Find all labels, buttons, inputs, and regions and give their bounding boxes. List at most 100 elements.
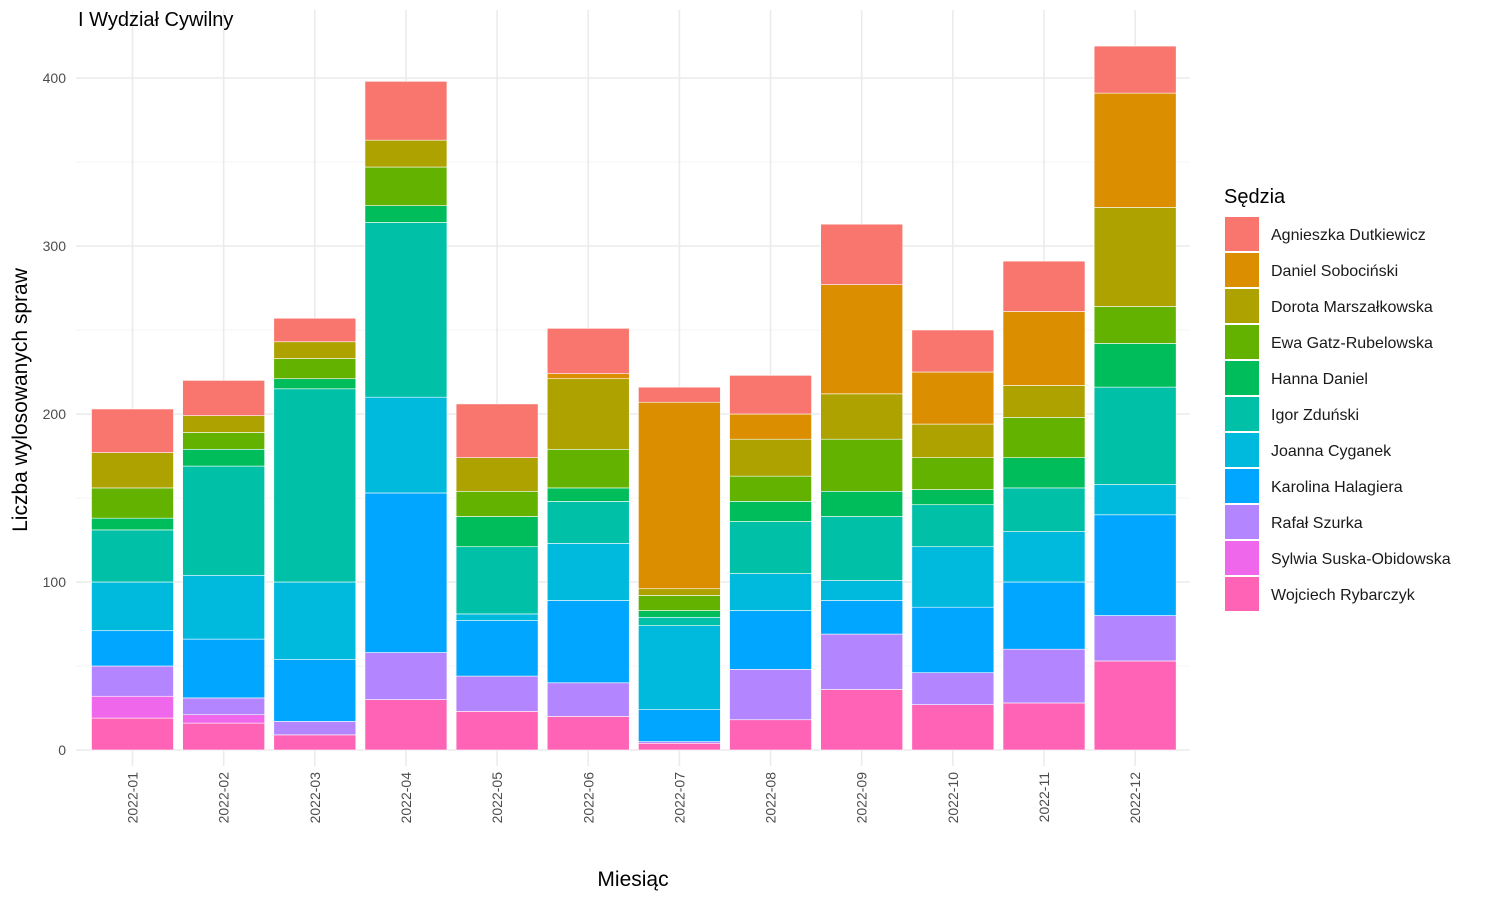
legend-swatch bbox=[1225, 505, 1259, 539]
bar-segment bbox=[273, 734, 357, 751]
bar-segment bbox=[91, 695, 174, 719]
bar-segment bbox=[638, 625, 721, 710]
bar-segment bbox=[638, 386, 721, 403]
bar-segment bbox=[638, 616, 721, 626]
x-tick-label: 2022-03 bbox=[307, 772, 323, 824]
x-tick-label: 2022-12 bbox=[1127, 772, 1143, 824]
x-tick-label: 2022-08 bbox=[763, 772, 779, 824]
bar-segment bbox=[546, 487, 630, 502]
bar-segment bbox=[273, 658, 357, 722]
bar-stack-2022-01 bbox=[91, 408, 174, 751]
bar-segment bbox=[455, 516, 539, 548]
bar-segment bbox=[273, 721, 357, 736]
x-tick-label: 2022-04 bbox=[398, 772, 414, 824]
bar-segment bbox=[1002, 487, 1086, 532]
legend-label: Igor Zduński bbox=[1271, 407, 1359, 424]
legend-item: Ewa Gatz-Rubelowska bbox=[1225, 325, 1433, 359]
bar-stack-2022-07 bbox=[638, 386, 721, 751]
bar-segment bbox=[273, 378, 357, 390]
bar-segment bbox=[182, 714, 265, 724]
bar-segment bbox=[273, 341, 357, 359]
bar-segment bbox=[820, 284, 904, 395]
bar-stack-2022-12 bbox=[1093, 45, 1177, 751]
bar-segment bbox=[455, 613, 539, 621]
bar-segment bbox=[364, 492, 448, 653]
legend-label: Ewa Gatz-Rubelowska bbox=[1271, 335, 1433, 352]
bar-segment bbox=[91, 529, 174, 583]
y-tick-label: 0 bbox=[58, 742, 66, 758]
bar-segment bbox=[820, 689, 904, 751]
bar-stack-2022-09 bbox=[820, 223, 904, 751]
y-axis-title: Liczba wylosowanych spraw bbox=[9, 267, 32, 532]
bar-segment bbox=[1002, 531, 1086, 583]
legend-label: Hanna Daniel bbox=[1271, 371, 1368, 388]
bar-segment bbox=[1093, 514, 1177, 616]
bar-segment bbox=[455, 675, 539, 712]
bar-segment bbox=[1093, 306, 1177, 344]
bar-segment bbox=[546, 373, 630, 380]
y-tick-label: 100 bbox=[43, 574, 67, 590]
bar-segment bbox=[638, 610, 721, 618]
bar-segment bbox=[729, 610, 812, 670]
legend-label: Sylwia Suska-Obidowska bbox=[1271, 551, 1451, 568]
bar-segment bbox=[1093, 386, 1177, 485]
bar-segment bbox=[638, 401, 721, 590]
legend-swatch bbox=[1225, 361, 1259, 395]
bar-segment bbox=[91, 517, 174, 531]
bar-segment bbox=[182, 697, 265, 716]
bar-segment bbox=[1002, 702, 1086, 751]
bar-segment bbox=[364, 652, 448, 700]
bar-segment bbox=[1093, 615, 1177, 662]
x-tick-label: 2022-02 bbox=[216, 772, 232, 824]
legend-label: Karolina Halagiera bbox=[1271, 479, 1403, 496]
bar-segment bbox=[273, 388, 357, 583]
bar-segment bbox=[455, 403, 539, 458]
bar-segment bbox=[1093, 484, 1177, 516]
bar-segment bbox=[546, 600, 630, 684]
legend-item: Karolina Halagiera bbox=[1225, 469, 1403, 503]
bar-stack-2022-02 bbox=[182, 380, 265, 751]
bar-segment bbox=[729, 413, 812, 440]
legend-items: Agnieszka Dutkiewicz Daniel Sobociński Dor… bbox=[1225, 217, 1451, 611]
bar-segment bbox=[364, 396, 448, 494]
bar-stack-2022-11 bbox=[1002, 260, 1086, 751]
chart-title: I Wydział Cywilny bbox=[78, 9, 233, 31]
bar-segment bbox=[546, 328, 630, 374]
bar-segment bbox=[91, 717, 174, 751]
bar-segment bbox=[1093, 45, 1177, 94]
bar-segment bbox=[820, 633, 904, 690]
bar-segment bbox=[638, 588, 721, 596]
bar-segment bbox=[91, 452, 174, 489]
bar-segment bbox=[364, 205, 448, 223]
bar-stack-2022-04 bbox=[364, 81, 448, 751]
y-tick-label: 400 bbox=[43, 70, 67, 86]
bar-segment bbox=[729, 501, 812, 522]
legend-label: Dorota Marszałkowska bbox=[1271, 299, 1433, 316]
legend-label: Agnieszka Dutkiewicz bbox=[1271, 227, 1426, 244]
bar-stack-2022-08 bbox=[729, 375, 812, 751]
bar-segment bbox=[455, 457, 539, 492]
bar-segment bbox=[911, 546, 995, 608]
bar-segment bbox=[91, 581, 174, 632]
x-tick-label: 2022-09 bbox=[854, 772, 870, 824]
bar-segment bbox=[1002, 311, 1086, 386]
bar-segment bbox=[182, 380, 265, 416]
bar-segment bbox=[820, 438, 904, 492]
y-axis-ticks: 0 100 200 300 400 bbox=[43, 70, 67, 758]
x-axis-title: Miesiąc bbox=[597, 868, 668, 891]
bar-segment bbox=[182, 432, 265, 450]
bar-segment bbox=[364, 81, 448, 141]
bar-segment bbox=[729, 719, 812, 751]
bar-segment bbox=[911, 457, 995, 490]
legend-swatch bbox=[1225, 433, 1259, 467]
bar-segment bbox=[1093, 343, 1177, 388]
legend-item: Joanna Cyganek bbox=[1225, 433, 1392, 467]
bar-stack-2022-06 bbox=[546, 328, 630, 751]
bar-segment bbox=[182, 574, 265, 640]
bar-segment bbox=[911, 371, 995, 425]
bar-segment bbox=[729, 573, 812, 611]
bar-segment bbox=[455, 490, 539, 517]
x-tick-label: 2022-10 bbox=[945, 772, 961, 824]
bar-segment bbox=[455, 546, 539, 615]
bar-segment bbox=[364, 166, 448, 206]
